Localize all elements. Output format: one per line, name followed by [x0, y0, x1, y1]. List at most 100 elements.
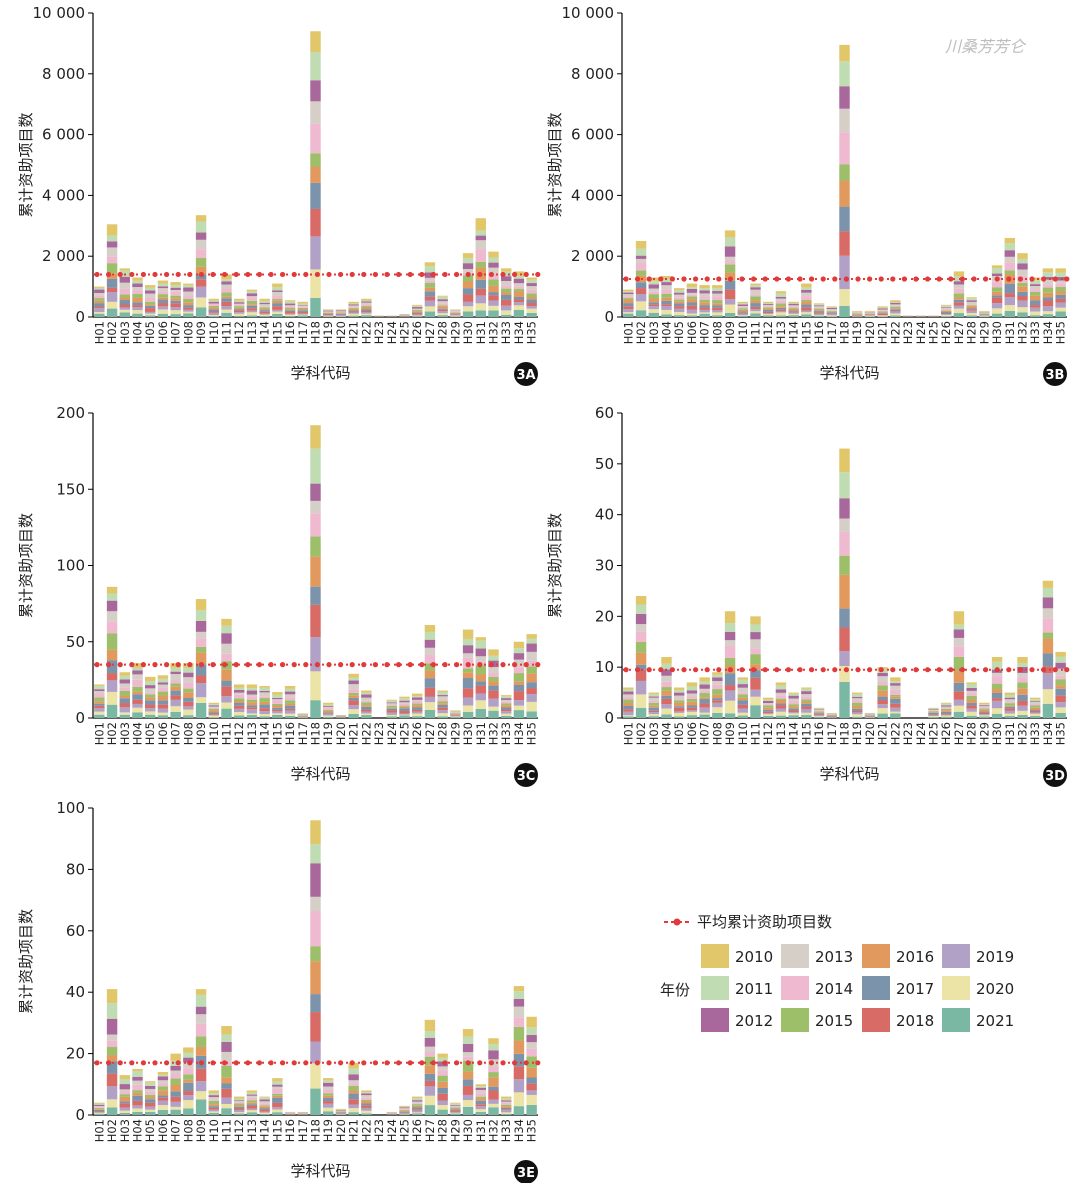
bar-segment-H09-2014 — [724, 260, 736, 265]
bar-segment-H17-2019 — [297, 313, 308, 315]
bar-segment-H14-2016 — [259, 701, 270, 705]
mean-line-dot — [222, 662, 228, 668]
bar-segment-H10-2021 — [208, 1112, 219, 1115]
bar-segment-H31-2013 — [1004, 699, 1015, 703]
x-tick-label-H35: H35 — [525, 722, 539, 745]
bar-segment-H13-2017 — [775, 703, 787, 706]
bar-segment-H19-2013 — [323, 311, 334, 313]
bar-segment-H26-2012 — [412, 307, 423, 309]
bar-segment-H07-2018 — [170, 1096, 181, 1102]
bar-segment-H32-2013 — [1017, 672, 1028, 678]
bar-segment-H03-2017 — [119, 698, 130, 704]
bar-segment-H18-2011 — [839, 61, 850, 87]
bar-segment-H32-2021 — [1017, 714, 1028, 718]
mean-line-dot — [303, 1060, 309, 1066]
bar-segment-H04-2020 — [132, 707, 143, 713]
bar-segment-H03-2020 — [119, 309, 130, 313]
bar-segment-H08-2012 — [712, 677, 723, 682]
bar-segment-H26-2016 — [412, 311, 423, 313]
bar-segment-H31-2015 — [1004, 703, 1015, 706]
bar-segment-H12-2015 — [234, 1103, 245, 1106]
bar-segment-H18-2010 — [839, 448, 850, 473]
bar-segment-H03-2020 — [648, 309, 659, 313]
bar-segment-H28-2012 — [966, 687, 977, 691]
bar-segment-H29-2015 — [450, 312, 461, 313]
bar-segment-H33-2021 — [1030, 315, 1041, 317]
bar-segment-H04-2021 — [132, 712, 143, 718]
bar-segment-H03-2017 — [648, 302, 659, 305]
bar-segment-H06-2014 — [157, 1083, 169, 1087]
bar-segment-H09-2016 — [195, 1046, 207, 1056]
bar-segment-H02-2019 — [106, 1086, 118, 1100]
bar-segment-H01-2013 — [623, 694, 634, 697]
bar-segment-H31-2019 — [1004, 297, 1015, 306]
bar-segment-H22-2019 — [890, 707, 901, 712]
bar-segment-H19-2011 — [323, 704, 334, 706]
bar-segment-H03-2014 — [119, 1091, 130, 1095]
bar-segment-H12-2014 — [234, 694, 245, 699]
bar-segment-H02-2011 — [635, 248, 647, 256]
bar-segment-H18-2016 — [310, 166, 321, 183]
bar-segment-H27-2011 — [424, 631, 436, 640]
bar-segment-H03-2018 — [119, 1103, 130, 1108]
mean-line-dot — [820, 276, 826, 282]
bar-segment-H09-2018 — [724, 685, 736, 691]
bar-segment-H26-2017 — [412, 312, 423, 314]
bar-segment-H25-2021 — [928, 717, 939, 718]
bar-segment-H14-2017 — [788, 310, 799, 312]
bar-segment-H33-2013 — [501, 699, 512, 702]
bar-segment-H11-2015 — [221, 1065, 232, 1078]
bar-segment-H14-2020 — [259, 314, 270, 316]
y-tick-label: 8 000 — [571, 65, 614, 83]
bar-segment-H33-2016 — [501, 292, 512, 296]
bar-segment-H15-2018 — [801, 706, 812, 709]
bar-segment-H06-2017 — [157, 299, 169, 304]
bar-segment-H09-2020 — [195, 1091, 207, 1100]
mean-line-dot — [129, 1060, 135, 1066]
bar-segment-H32-2020 — [488, 1103, 499, 1108]
mean-line-dot — [925, 276, 931, 282]
bar-segment-H25-2014 — [928, 710, 939, 712]
bar-segment-H26-2021 — [941, 716, 952, 718]
legend-swatch-2011 — [701, 976, 729, 1000]
bar-segment-H28-2012 — [437, 1061, 448, 1067]
mean-line-dot — [164, 1060, 170, 1066]
x-tick-label-H24: H24 — [385, 1119, 399, 1142]
bar-segment-H25-2021 — [399, 715, 410, 718]
bar-segment-H29-2018 — [450, 1110, 461, 1112]
bar-segment-H31-2017 — [475, 1100, 486, 1105]
bar-segment-H02-2012 — [635, 613, 647, 625]
bar-segment-H14-2014 — [259, 696, 270, 699]
bar-segment-H06-2010 — [157, 1072, 169, 1075]
bar-segment-H18-2013 — [310, 896, 321, 912]
bar-segment-H17-2021 — [297, 315, 308, 317]
x-tick-label-H04: H04 — [131, 321, 145, 344]
mean-line-dot — [774, 276, 780, 282]
bar-segment-H04-2015 — [132, 1090, 143, 1093]
bar-segment-H15-2011 — [801, 688, 812, 692]
mean-line-dot — [430, 662, 436, 668]
bar-segment-H06-2020 — [157, 1105, 169, 1110]
bar-segment-H13-2020 — [775, 711, 787, 716]
bar-segment-H19-2017 — [323, 1097, 334, 1102]
bar-segment-H14-2017 — [259, 704, 270, 709]
bar-segment-H17-2012 — [297, 304, 308, 306]
legend-swatch-2018 — [862, 1008, 890, 1032]
bar-segment-H16-2011 — [813, 304, 825, 306]
bar-segment-H13-2019 — [246, 310, 258, 313]
bar-segment-H01-2016 — [94, 701, 105, 704]
bar-segment-H12-2018 — [763, 311, 774, 314]
bar-segment-H05-2018 — [145, 704, 156, 709]
bar-segment-H29-2019 — [450, 314, 461, 316]
bar-segment-H34-2012 — [513, 998, 525, 1007]
bar-segment-H21-2017 — [348, 310, 359, 312]
bar-segment-H08-2014 — [183, 682, 194, 689]
bar-segment-H16-2016 — [813, 310, 825, 312]
bar-segment-H22-2011 — [361, 300, 372, 302]
bar-segment-H20-2010 — [864, 310, 876, 312]
bar-segment-H07-2010 — [170, 663, 181, 668]
bar-segment-H27-2015 — [953, 293, 965, 298]
x-tick-label-H08: H08 — [181, 722, 195, 745]
bar-segment-H09-2011 — [724, 237, 736, 247]
bar-segment-H03-2010 — [648, 692, 659, 695]
